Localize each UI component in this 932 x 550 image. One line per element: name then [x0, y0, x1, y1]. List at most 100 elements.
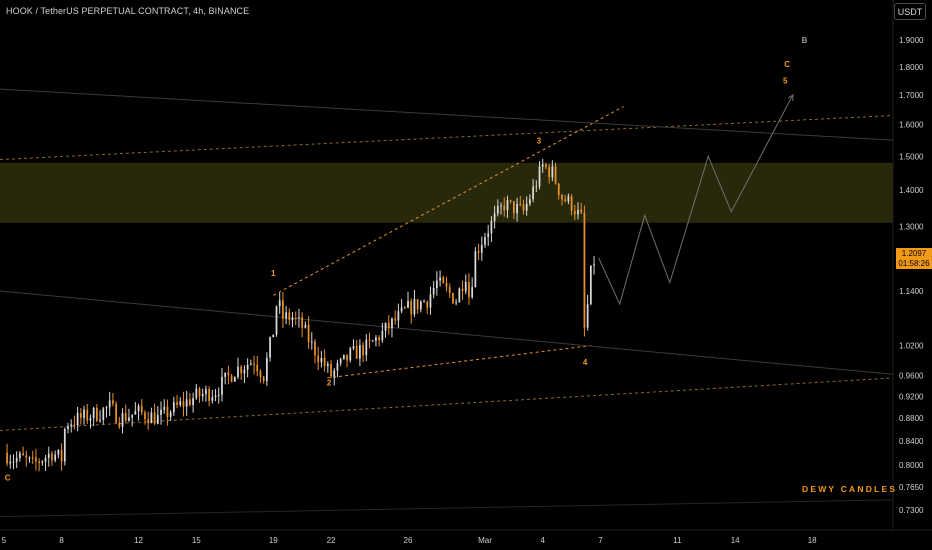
candle-body-28 — [95, 407, 98, 421]
candle-body-165 — [535, 186, 538, 188]
candle-body-160 — [519, 203, 522, 205]
candle-body-83 — [272, 334, 275, 338]
candle-body-152 — [493, 213, 496, 221]
trendline-5[interactable] — [0, 88, 894, 141]
candle-body-140 — [455, 302, 458, 304]
candle-body-30 — [102, 408, 105, 420]
candle-body-179 — [580, 209, 583, 213]
candle-body-27 — [92, 407, 95, 419]
candle-body-120 — [391, 318, 393, 329]
candle-body-73 — [240, 366, 243, 374]
y-tick-label-3: 1.6000 — [899, 121, 924, 130]
wave-label-b-7: B — [802, 36, 808, 45]
projection-path[interactable] — [598, 94, 794, 306]
candle-body-18 — [63, 429, 66, 462]
trendline-2[interactable] — [327, 345, 591, 379]
resistance-zone[interactable] — [0, 162, 893, 223]
candle-body-41 — [137, 405, 140, 412]
candle-body-44 — [147, 419, 150, 424]
candle-body-87 — [285, 312, 288, 319]
trendline-7[interactable] — [0, 499, 894, 518]
candle-body-158 — [512, 201, 515, 214]
candle-body-64 — [211, 396, 214, 401]
x-tick-label-3: 15 — [192, 536, 201, 545]
candle-body-66 — [217, 394, 220, 396]
candle-body-77 — [253, 363, 255, 365]
candle-body-114 — [371, 340, 374, 342]
x-tick-label-10: 11 — [673, 536, 682, 545]
candle-body-12 — [44, 457, 47, 462]
candle-body-39 — [131, 414, 134, 418]
candle-body-9 — [35, 457, 37, 462]
candle-body-110 — [359, 345, 361, 359]
x-tick-label-12: 18 — [808, 536, 817, 545]
candle-body-48 — [160, 409, 162, 415]
candle-body-82 — [269, 337, 271, 358]
candle-body-145 — [471, 287, 474, 298]
candle-body-58 — [192, 398, 194, 406]
candle-body-135 — [439, 277, 441, 281]
candle-body-105 — [342, 354, 345, 359]
candle-body-112 — [365, 339, 368, 356]
x-tick-label-7: Mar — [478, 536, 492, 545]
candle-body-130 — [423, 301, 425, 303]
candle-body-101 — [330, 363, 332, 377]
candle-body-43 — [144, 412, 146, 420]
candle-body-6 — [25, 455, 28, 458]
candle-body-54 — [179, 401, 182, 405]
wave-label-1-1: 1 — [271, 269, 276, 278]
wave-label-5-5: 5 — [783, 76, 788, 85]
candle-body-106 — [346, 354, 348, 361]
candle-body-181 — [586, 304, 589, 328]
x-tick-label-4: 19 — [269, 536, 278, 545]
candle-body-175 — [567, 196, 570, 202]
candle-body-34 — [115, 403, 117, 423]
candle-body-31 — [105, 407, 108, 409]
wave-label-c-0: C — [5, 473, 11, 482]
candle-body-68 — [224, 372, 227, 377]
trendline-6[interactable] — [0, 290, 894, 375]
trendline-3[interactable] — [0, 114, 894, 161]
candle-body-122 — [397, 311, 400, 321]
candle-body-133 — [432, 287, 435, 295]
trendline-4[interactable] — [0, 377, 894, 432]
last-price-tag: 1.2097 01:58:26 — [896, 248, 932, 269]
candle-body-138 — [448, 287, 451, 294]
wave-label-4-4: 4 — [583, 358, 588, 367]
candle-body-100 — [326, 363, 329, 367]
candle-body-59 — [195, 388, 198, 399]
candle-body-71 — [233, 377, 236, 382]
x-tick-label-11: 14 — [731, 536, 740, 545]
candle-body-124 — [403, 307, 406, 309]
candle-body-35 — [118, 422, 121, 427]
candle-body-86 — [282, 300, 284, 319]
candle-body-178 — [577, 209, 579, 215]
y-tick-label-16: 0.7300 — [899, 506, 924, 515]
candle-body-15 — [54, 454, 57, 461]
x-tick-label-1: 8 — [59, 536, 64, 545]
candle-body-20 — [70, 424, 73, 427]
candle-body-95 — [310, 341, 313, 343]
candle-body-137 — [445, 282, 448, 288]
candle-body-126 — [410, 300, 413, 315]
candle-body-107 — [349, 348, 352, 361]
candle-body-139 — [452, 293, 454, 304]
candle-body-161 — [522, 204, 525, 211]
y-tick-label-14: 0.8000 — [899, 461, 924, 470]
candle-body-53 — [176, 402, 178, 405]
trendline-1[interactable] — [273, 106, 624, 296]
candle-body-38 — [128, 417, 130, 421]
candle-body-125 — [407, 300, 409, 308]
wave-label-c-6: C — [784, 60, 790, 69]
candle-body-183 — [593, 264, 595, 266]
candle-body-36 — [121, 413, 124, 427]
currency-button[interactable]: USDT — [894, 3, 926, 20]
candle-body-164 — [532, 186, 534, 200]
candle-body-52 — [172, 402, 175, 413]
candle-body-136 — [442, 277, 445, 283]
candle-body-180 — [583, 212, 586, 328]
candle-body-146 — [474, 251, 477, 288]
candle-body-144 — [468, 281, 470, 298]
